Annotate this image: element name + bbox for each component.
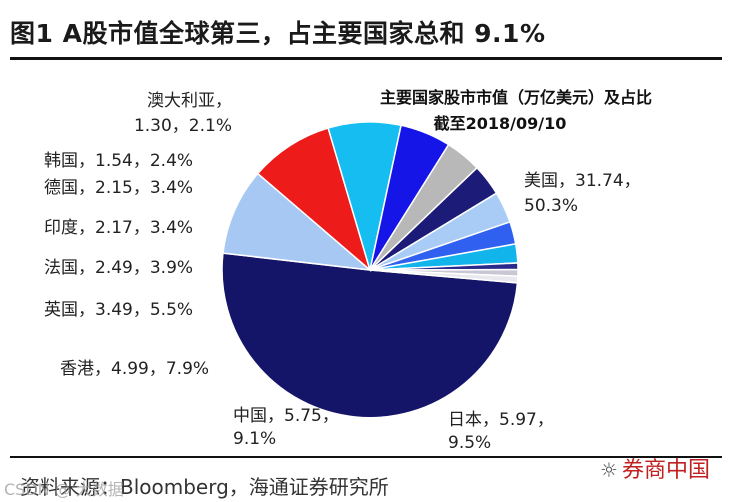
- data-label-日本-percent: 9.5%: [448, 433, 491, 453]
- source-note: 资料来源：Bloomberg，海通证券研究所: [20, 475, 389, 499]
- data-label-美国: 美国，31.74，: [524, 171, 641, 191]
- data-label-日本: 日本，5.97，: [448, 410, 554, 430]
- wechat-icon: ☼: [600, 458, 618, 482]
- pie-slices: [221, 121, 519, 419]
- data-label-澳大利亚-percent: 1.30，2.1%: [134, 116, 232, 136]
- top-rule: [10, 57, 722, 60]
- bottom-rule: [10, 456, 722, 458]
- data-label-英国: 英国，3.49，5.5%: [44, 300, 193, 320]
- chart-subtitle: 截至2018/09/10: [434, 114, 567, 133]
- data-label-德国: 德国，2.15，3.4%: [44, 178, 193, 198]
- data-label-法国: 法国，2.49，3.9%: [44, 258, 193, 278]
- data-label-澳大利亚: 澳大利亚，: [147, 91, 232, 111]
- pie-slice-中国: [256, 127, 372, 273]
- watermark-left: CSDN @ 大数据: [4, 480, 124, 499]
- pie-slice-other-12: [369, 269, 519, 284]
- watermark-right-label: 券商中国: [621, 458, 710, 483]
- pie-slice-美国: [221, 252, 519, 419]
- data-label-香港: 香港，4.99，7.9%: [60, 359, 209, 379]
- figure-title: 图1 A股市值全球第三，占主要国家总和 9.1%: [10, 19, 546, 48]
- data-label-中国: 中国，5.75，: [233, 406, 339, 426]
- slice-labels: 美国，31.74， 50.3% 日本，5.97， 9.5% 中国，5.75， 9.1% 香港…: [44, 91, 641, 453]
- data-label-印度: 印度，2.17，3.4%: [44, 218, 193, 238]
- data-label-中国-percent: 9.1%: [233, 429, 276, 449]
- chart-title: 主要国家股市市值（万亿美元）及占比: [380, 88, 652, 107]
- pie-slice-日本: [222, 172, 373, 272]
- market-cap-pie-chart: 主要国家股市市值（万亿美元）及占比 截至2018/09/10 美国，31.74，…: [44, 88, 652, 453]
- data-label-美国-percent: 50.3%: [524, 196, 578, 216]
- watermark-right: ☼ 券商中国: [600, 452, 710, 484]
- data-label-韩国: 韩国，1.54，2.4%: [44, 151, 193, 171]
